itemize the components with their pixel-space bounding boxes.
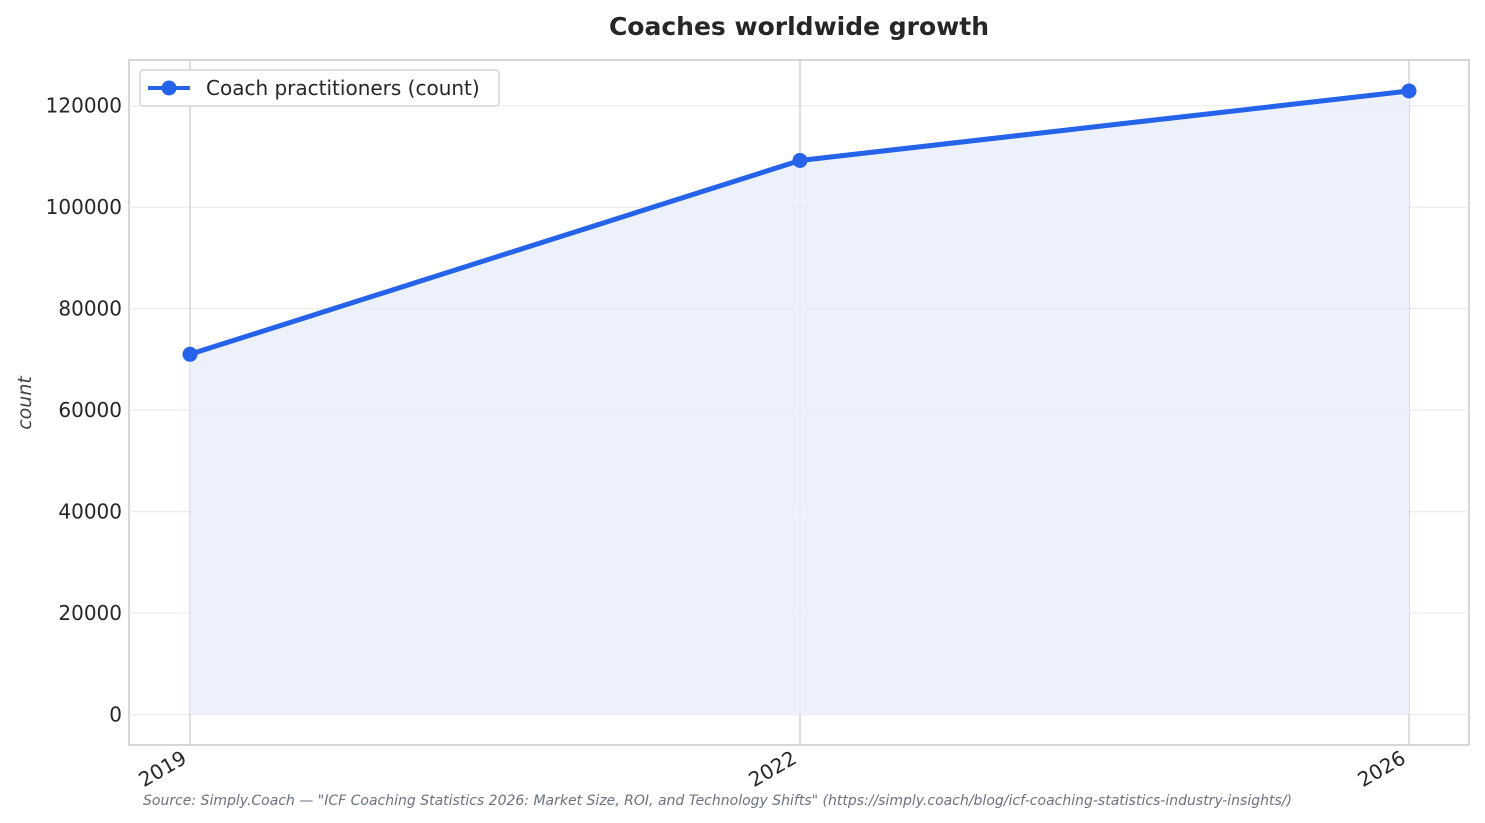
chart-title: Coaches worldwide growth — [609, 12, 989, 41]
y-tick-label: 120000 — [46, 94, 122, 118]
legend-box — [139, 69, 500, 107]
y-axis-label: count — [14, 375, 36, 430]
y-tick-label: 0 — [109, 703, 122, 727]
series-area — [190, 90, 1409, 715]
area-layer — [190, 90, 1409, 715]
y-tick-label: 60000 — [58, 398, 122, 422]
data-point — [182, 346, 198, 362]
data-point — [792, 152, 808, 168]
legend-marker — [161, 80, 177, 96]
legend: Coach practitioners (count) — [139, 69, 500, 107]
legend-label: Coach practitioners (count) — [206, 76, 480, 100]
x-tick-label: 2022 — [744, 746, 800, 792]
y-tick-label: 100000 — [46, 195, 122, 219]
y-tick-label: 40000 — [58, 500, 122, 524]
x-tick-label: 2026 — [1353, 746, 1409, 792]
data-point — [1401, 83, 1417, 99]
y-tick-labels: 0 20000 40000 60000 80000 100000 120000 — [46, 94, 122, 727]
x-tick-label: 2019 — [134, 746, 190, 792]
source-note: Source: Simply.Coach — "ICF Coaching Sta… — [143, 793, 1292, 809]
x-tick-labels: 2019 2022 2026 — [134, 746, 1409, 792]
point-layer — [182, 83, 1417, 362]
y-tick-label: 20000 — [58, 601, 122, 625]
y-tick-label: 80000 — [58, 297, 122, 321]
